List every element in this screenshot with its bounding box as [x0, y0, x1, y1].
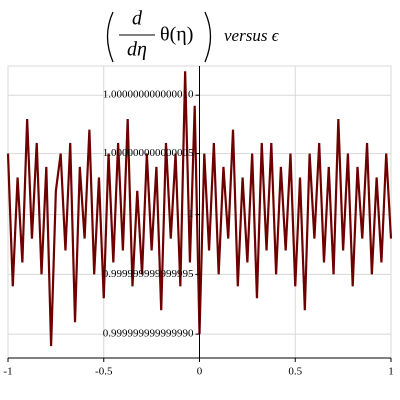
- title-denominator: dη: [127, 39, 147, 61]
- paren-right: [204, 11, 212, 63]
- x-tick-label: 0.5: [288, 366, 302, 378]
- x-tick-label: 0: [197, 366, 203, 378]
- y-tick-label: 0.999999999999995: [103, 268, 194, 280]
- x-tick-label: -1: [3, 366, 12, 378]
- y-tick-label: 1.000000000000005: [103, 147, 194, 159]
- y-tick-label: 1: [188, 208, 194, 220]
- title-numerator: d: [132, 8, 143, 30]
- x-tick-label: 1: [388, 366, 394, 378]
- title-text: versus ϵ: [224, 26, 280, 45]
- y-tick-label: 0.999999999999990: [103, 328, 194, 340]
- y-tick-label: 1.000000000000010: [103, 89, 194, 101]
- x-tick-label: -0.5: [95, 366, 113, 378]
- paren-left: [106, 11, 114, 63]
- title-function: θ(η): [160, 24, 193, 46]
